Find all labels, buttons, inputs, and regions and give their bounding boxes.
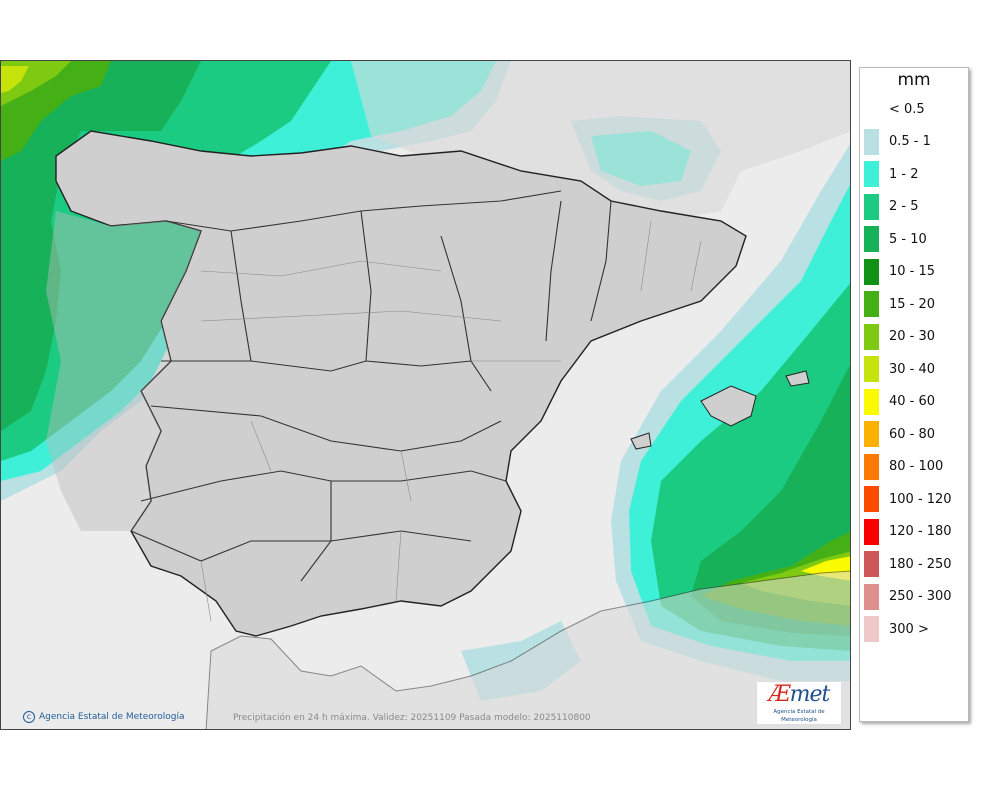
legend-item: 180 - 250 [864,551,952,577]
legend-swatch [864,421,879,447]
legend-label: 1 - 2 [889,166,919,182]
legend-item: 120 - 180 [864,518,952,545]
legend-label: 15 - 20 [889,296,936,312]
precipitation-map[interactable]: c Agencia Estatal de Meteorología Precip… [0,60,851,730]
legend-item: 250 - 300 [864,583,952,610]
precip-area-galicia-30-40 [1,66,29,93]
legend-item: 0.5 - 1 [864,128,931,155]
legend-swatch [864,453,879,480]
region-borders [130,190,612,582]
legend-label: 30 - 40 [889,361,936,377]
legend-item: < 0.5 [864,96,925,122]
legend-swatch [864,226,879,252]
precip-area-atlantic-5-10 [1,61,201,431]
legend-label: 40 - 60 [889,394,936,409]
legend-item: 1 - 2 [864,161,919,187]
legend-swatch [864,291,879,317]
legend-swatch [864,258,879,285]
legend-label: 2 - 5 [889,199,919,214]
precipitation-legend: mm < 0.5 0.5 - 1 1 - 2 2 - 5 5 - 10 10 - 15 15… [859,67,969,722]
aemet-logo-mark: Æmet [768,682,831,707]
legend-swatch [864,356,879,382]
legend-label: 20 - 30 [889,329,936,344]
legend-label: 60 - 80 [889,426,936,442]
province-borders [200,220,702,622]
land-spain [55,130,747,637]
legend-swatch [864,616,879,642]
legend-swatch [864,96,879,122]
legend-swatch [864,486,879,512]
legend-item: 100 - 120 [864,486,952,512]
legend-label: 180 - 250 [889,556,952,572]
map-canvas [1,61,850,729]
legend-item: 2 - 5 [864,193,919,220]
legend-item: 30 - 40 [864,356,935,382]
legend-swatch [864,128,879,155]
legend-label: 5 - 10 [889,231,927,247]
legend-item: 60 - 80 [864,421,935,447]
legend-label: < 0.5 [889,101,925,117]
legend-item: 300 > [864,616,929,642]
legend-label: 0.5 - 1 [889,134,931,149]
legend-label: 10 - 15 [889,264,936,279]
legend-label: 100 - 120 [889,491,952,507]
island-menorca [785,370,810,387]
legend-item: 5 - 10 [864,226,927,252]
legend-label: 80 - 100 [889,459,944,474]
land-portugal [46,211,201,531]
legend-swatch [864,193,879,220]
legend-unit: mm [897,70,931,90]
land-north-africa [205,570,850,729]
legend-item: 10 - 15 [864,258,936,285]
legend-swatch [864,583,879,610]
legend-swatch [864,323,879,350]
legend-swatch [864,161,879,187]
legend-item: 80 - 100 [864,453,944,480]
legend-label: 250 - 300 [889,589,952,604]
copyright-text: Agencia Estatal de Meteorología [39,712,185,722]
legend-item: 15 - 20 [864,291,935,317]
island-ibiza [630,432,652,450]
legend-label: 300 > [889,621,929,637]
map-caption: Precipitación en 24 h máxima. Validez: 2… [233,713,591,723]
legend-label: 120 - 180 [889,524,952,539]
legend-item: 20 - 30 [864,323,936,350]
copyright-notice: c Agencia Estatal de Meteorología [23,711,185,723]
island-mallorca [700,385,757,427]
legend-item: 40 - 60 [864,388,936,415]
aemet-logo: Æmet Agencia Estatal de Meteorología [756,681,842,725]
legend-swatch [864,518,879,545]
copyright-icon: c [23,711,35,723]
legend-swatch [864,388,879,415]
legend-swatch [864,551,879,577]
aemet-logo-subtitle: Agencia Estatal de Meteorología [773,709,825,723]
